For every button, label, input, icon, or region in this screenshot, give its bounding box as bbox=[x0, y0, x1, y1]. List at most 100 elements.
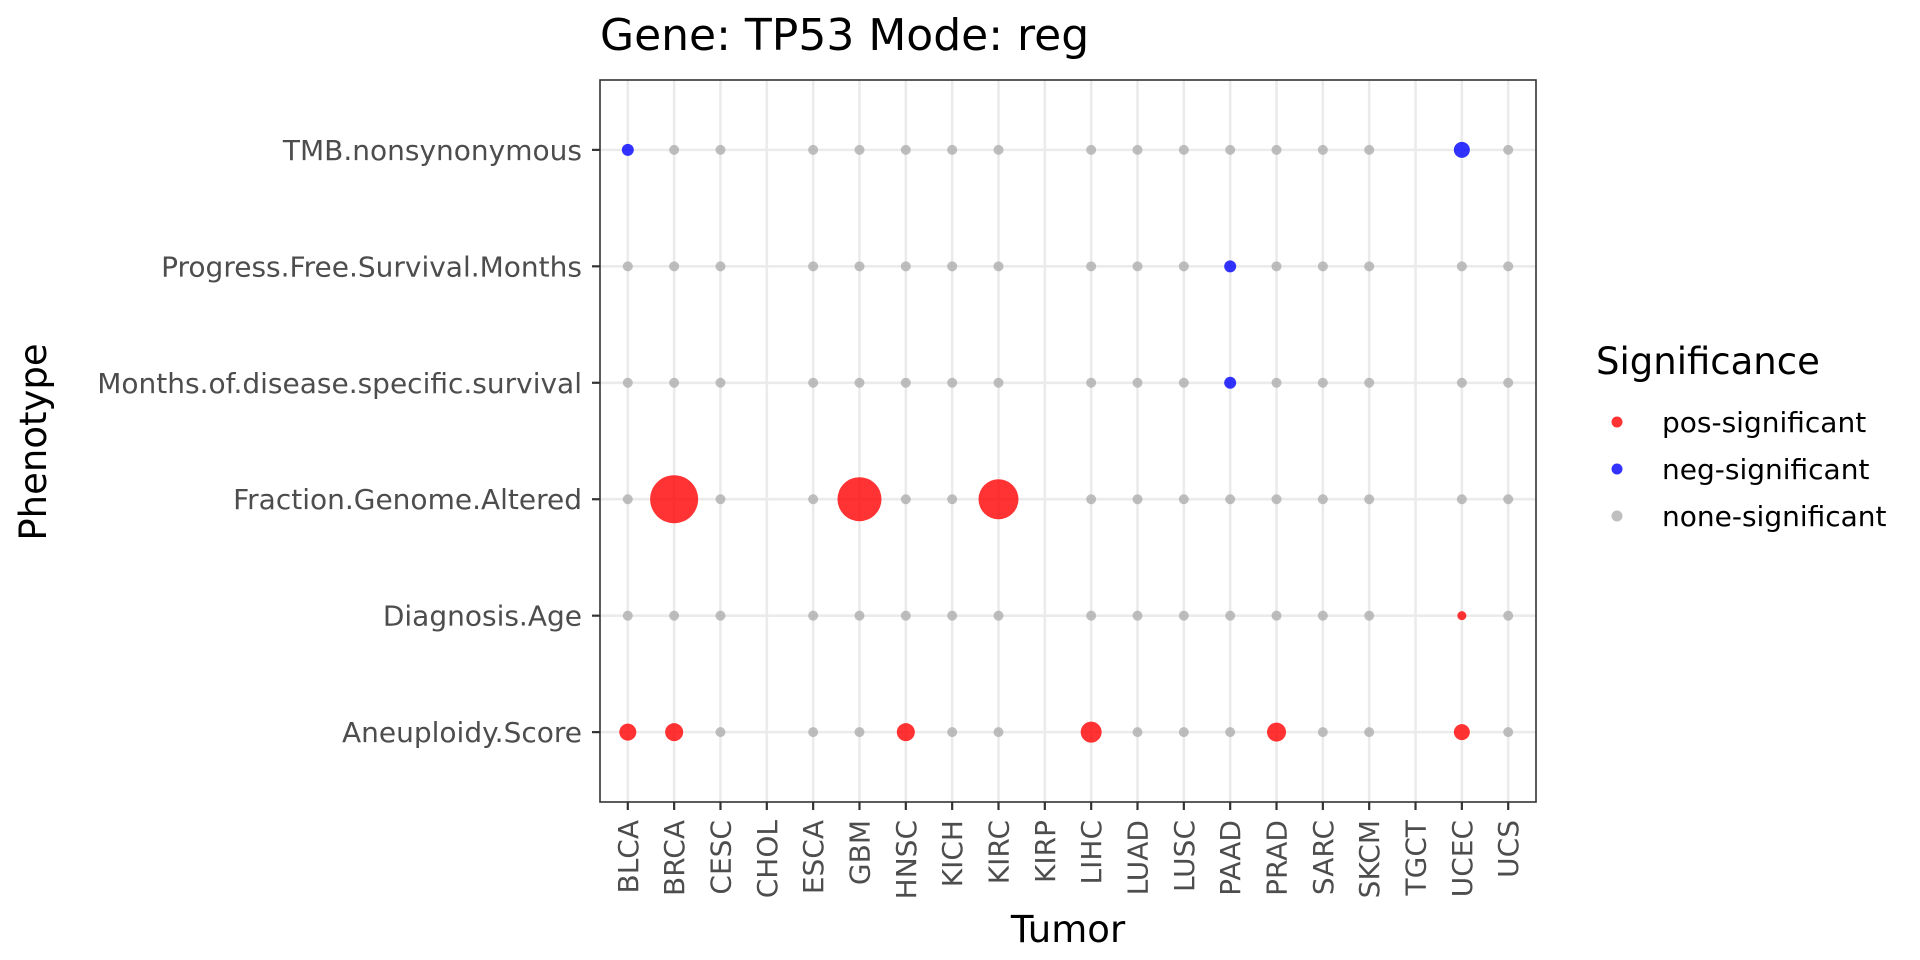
data-point bbox=[1178, 494, 1189, 505]
data-point bbox=[1178, 727, 1189, 738]
data-point bbox=[854, 610, 865, 621]
data-point bbox=[1271, 261, 1282, 272]
panel-border bbox=[599, 79, 1537, 803]
data-point bbox=[1453, 724, 1470, 741]
data-point bbox=[1271, 610, 1282, 621]
data-point bbox=[1503, 377, 1514, 388]
data-point bbox=[715, 377, 726, 388]
x-tick-label: LIHC bbox=[1075, 820, 1108, 884]
data-point bbox=[1086, 261, 1097, 272]
x-tick-label: KIRC bbox=[982, 820, 1015, 884]
data-point bbox=[1503, 727, 1514, 738]
data-point bbox=[1364, 261, 1375, 272]
data-point bbox=[1317, 377, 1328, 388]
data-point bbox=[619, 723, 637, 741]
data-point bbox=[715, 261, 726, 272]
data-point bbox=[1132, 610, 1143, 621]
legend: pos-significant neg-significant none-signi… bbox=[1611, 406, 1887, 533]
legend-key-neg bbox=[1611, 463, 1623, 475]
data-point bbox=[1132, 261, 1143, 272]
data-point bbox=[1225, 727, 1236, 738]
data-point bbox=[837, 477, 882, 522]
x-tick-label: PRAD bbox=[1261, 820, 1294, 896]
data-point bbox=[1271, 377, 1282, 388]
data-point bbox=[669, 144, 680, 155]
y-tick-label: Fraction.Genome.Altered bbox=[233, 483, 582, 516]
legend-label-pos: pos-significant bbox=[1662, 406, 1866, 439]
x-tick-label: GBM bbox=[843, 820, 876, 885]
legend-label-neg: neg-significant bbox=[1662, 453, 1869, 486]
data-point bbox=[1224, 376, 1237, 389]
data-point bbox=[854, 144, 865, 155]
y-axis-title: Phenotype bbox=[12, 343, 55, 540]
data-point bbox=[1086, 377, 1097, 388]
data-point bbox=[621, 143, 634, 156]
panel-background bbox=[600, 80, 1536, 802]
data-point bbox=[1225, 494, 1236, 505]
x-tick-label: BLCA bbox=[612, 820, 645, 894]
data-point bbox=[808, 377, 819, 388]
data-point bbox=[1132, 144, 1143, 155]
data-point bbox=[1271, 144, 1282, 155]
data-point bbox=[1225, 610, 1236, 621]
data-point bbox=[900, 610, 911, 621]
data-point bbox=[1178, 377, 1189, 388]
data-point bbox=[1317, 261, 1328, 272]
data-point bbox=[669, 261, 680, 272]
data-point bbox=[1364, 727, 1375, 738]
data-point bbox=[947, 377, 958, 388]
x-tick-label: TGCT bbox=[1400, 819, 1433, 896]
data-point bbox=[808, 494, 819, 505]
x-axis-title: Tumor bbox=[1010, 908, 1126, 951]
x-tick-label: KIRP bbox=[1029, 820, 1062, 883]
data-point bbox=[1457, 611, 1467, 621]
y-tick-label: Months.of.disease.specific.survival bbox=[97, 367, 582, 400]
legend-title: Significance bbox=[1596, 340, 1820, 383]
x-tick-label: ESCA bbox=[797, 820, 830, 894]
legend-key-pos bbox=[1611, 416, 1623, 428]
data-point bbox=[1178, 261, 1189, 272]
data-point bbox=[808, 261, 819, 272]
x-tick-label: LUSC bbox=[1168, 820, 1201, 892]
y-tick-label: TMB.nonsynonymous bbox=[282, 134, 582, 167]
data-point bbox=[1456, 261, 1467, 272]
data-point bbox=[665, 723, 684, 742]
x-tick-label: CHOL bbox=[751, 820, 784, 899]
data-point bbox=[1364, 610, 1375, 621]
data-point bbox=[715, 727, 726, 738]
data-point bbox=[1453, 141, 1470, 158]
data-point bbox=[1317, 144, 1328, 155]
data-point bbox=[1503, 494, 1514, 505]
data-point bbox=[993, 261, 1004, 272]
data-point bbox=[715, 610, 726, 621]
x-tick-label: UCS bbox=[1492, 820, 1525, 878]
data-point bbox=[947, 494, 958, 505]
data-point bbox=[947, 727, 958, 738]
plot-area: Aneuploidy.Score Diagnosis.Age Fraction.Ge… bbox=[97, 79, 1537, 899]
x-tick-label: BRCA bbox=[658, 820, 691, 896]
data-point bbox=[622, 610, 633, 621]
data-point bbox=[993, 377, 1004, 388]
data-point bbox=[1271, 494, 1282, 505]
data-point bbox=[947, 610, 958, 621]
x-tick-label: CESC bbox=[704, 820, 737, 895]
data-point bbox=[854, 377, 865, 388]
data-point bbox=[1178, 610, 1189, 621]
data-point bbox=[715, 494, 726, 505]
x-tick-label: HNSC bbox=[890, 820, 923, 899]
data-point bbox=[1317, 494, 1328, 505]
legend-label-none: none-significant bbox=[1662, 500, 1887, 533]
data-point bbox=[1503, 261, 1514, 272]
data-point bbox=[854, 727, 865, 738]
x-tick-label: LUAD bbox=[1122, 820, 1155, 895]
data-point bbox=[808, 610, 819, 621]
legend-key-none bbox=[1611, 510, 1623, 522]
data-point bbox=[978, 479, 1019, 520]
data-point bbox=[1456, 494, 1467, 505]
data-point bbox=[715, 144, 726, 155]
data-point bbox=[622, 494, 633, 505]
data-point bbox=[1317, 610, 1328, 621]
data-point bbox=[900, 261, 911, 272]
data-point bbox=[1267, 722, 1287, 742]
